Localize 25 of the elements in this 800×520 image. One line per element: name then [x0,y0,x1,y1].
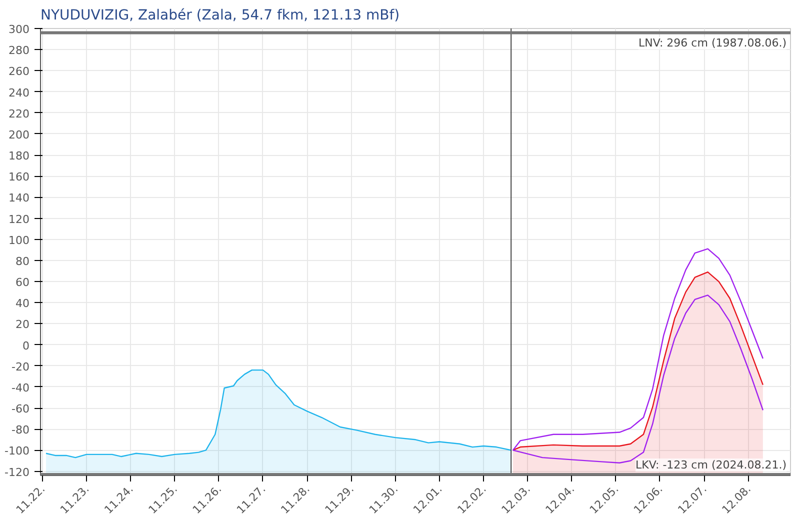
y-tick-label: 280 [8,44,30,58]
y-tick-label: -40 [12,381,30,394]
ref-line-label: LKV: -123 cm (2024.08.21.) [636,458,787,472]
y-tick-label: 200 [8,128,30,142]
y-tick-label: 80 [16,254,30,268]
y-tick-label: 180 [8,150,30,163]
y-tick-label: -20 [12,360,30,374]
y-tick-label: -60 [12,402,30,416]
y-tick-label: 260 [8,65,30,78]
y-tick-label: 0 [22,339,30,352]
ref-line-label: LNV: 296 cm (1987.08.06.) [638,36,787,50]
y-tick-label: -100 [4,444,30,458]
y-tick-label: 240 [8,86,30,100]
y-tick-label: -80 [12,424,30,437]
y-tick-label: 60 [16,276,30,290]
y-tick-label: 100 [8,234,30,247]
y-tick-label: 220 [8,107,30,120]
y-tick-label: 40 [16,297,30,310]
y-tick-label: 160 [8,170,30,184]
y-tick-label: 140 [8,192,30,205]
y-tick-label: 20 [16,318,30,332]
chart-title: NYUDUVIZIG, Zalabér (Zala, 54.7 fkm, 121.13 mBf) [40,8,400,24]
y-tick-label: 300 [8,23,30,36]
y-tick-label: 120 [8,212,30,226]
y-tick-label: -120 [4,466,30,479]
